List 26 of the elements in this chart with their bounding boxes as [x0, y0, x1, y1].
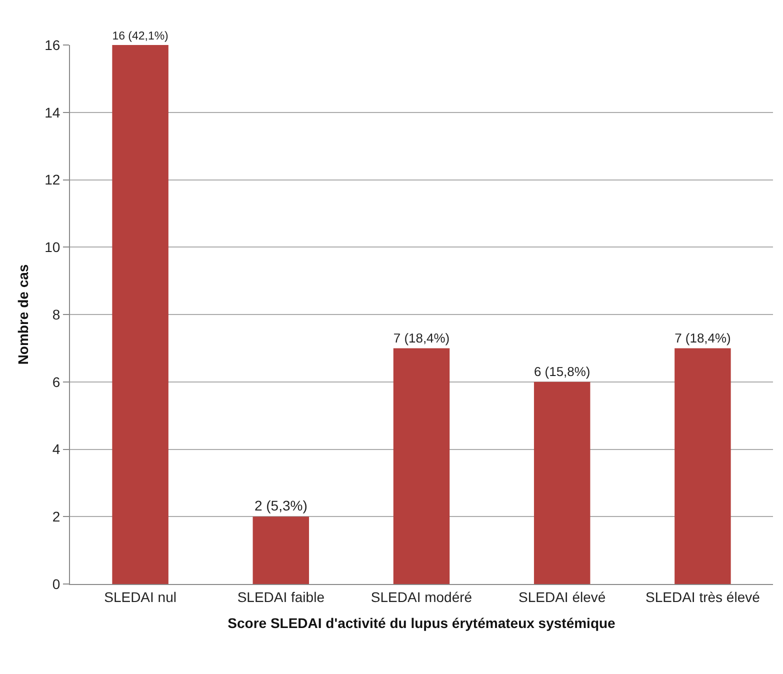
x-tick-label: SLEDAI nul	[104, 588, 176, 605]
data-label: 7 (18,4%)	[674, 330, 731, 346]
data-label: 16 (42,1%)	[112, 30, 169, 43]
y-tick-label: 16	[44, 36, 60, 53]
y-tick-label: 4	[52, 441, 60, 458]
x-tick-label: SLEDAI faible	[237, 588, 325, 605]
x-tick-label: SLEDAI très élevé	[646, 588, 760, 605]
bar	[534, 382, 590, 584]
y-tick-label: 12	[44, 172, 60, 188]
bar	[252, 516, 310, 584]
x-tick-label: SLEDAI modéré	[370, 588, 472, 605]
y-tick-label: 10	[44, 239, 60, 256]
y-axis-title: Nombre de cas	[15, 264, 32, 365]
bar	[112, 45, 168, 584]
y-tick-label: 8	[52, 306, 60, 322]
data-label: 2 (5,3%)	[254, 498, 308, 514]
y-tick-label: 6	[52, 374, 60, 390]
data-label: 7 (18,4%)	[393, 330, 450, 346]
y-tick-label: 0	[52, 576, 60, 592]
bar	[674, 348, 731, 584]
bar	[393, 348, 450, 584]
y-tick-label: 2	[52, 508, 60, 525]
data-label: 6 (15,8%)	[534, 364, 590, 380]
x-axis-title: Score SLEDAI d'activité du lupus érytémateux systémique	[228, 615, 616, 632]
x-tick-label: SLEDAI élevé	[518, 588, 606, 605]
y-tick-label: 14	[44, 104, 60, 120]
